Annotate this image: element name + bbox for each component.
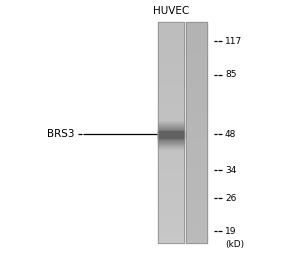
Text: 117: 117: [225, 37, 242, 46]
Text: 48: 48: [225, 130, 236, 139]
Text: BRS3: BRS3: [48, 129, 75, 139]
Text: (kD): (kD): [225, 241, 244, 249]
Text: 19: 19: [225, 227, 237, 236]
Text: 34: 34: [225, 166, 236, 175]
Text: 26: 26: [225, 194, 236, 203]
Text: HUVEC: HUVEC: [153, 6, 189, 16]
Text: 85: 85: [225, 70, 237, 79]
